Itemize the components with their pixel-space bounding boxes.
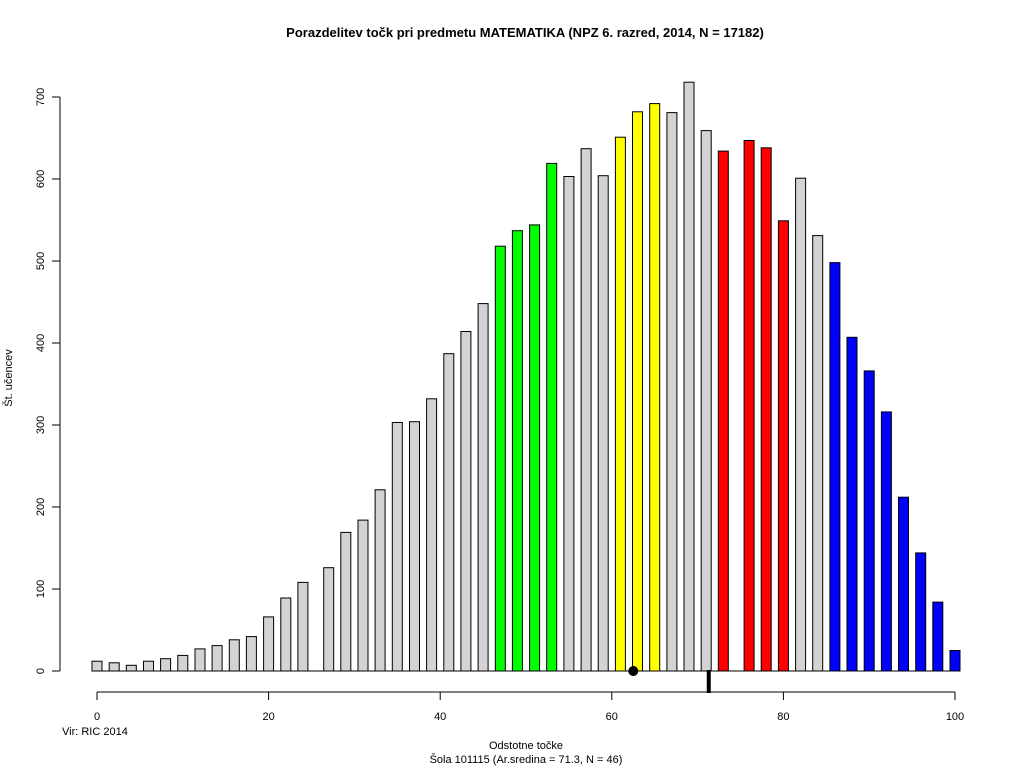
y-tick-label-0: 0 (35, 668, 47, 674)
x-tick-label-5: 100 (946, 711, 964, 723)
source-note: Vir: RIC 2014 (62, 726, 128, 738)
bar-50 (949, 650, 961, 672)
bar-29 (580, 148, 592, 672)
bar-27 (546, 162, 558, 672)
school-mean-marker (706, 670, 711, 693)
y-tick-label-3: 300 (35, 416, 47, 434)
bar-42 (812, 235, 824, 672)
bar-19 (409, 421, 420, 672)
y-tick-label-1: 100 (35, 580, 47, 598)
bar-4 (160, 658, 172, 672)
bar-15 (340, 531, 352, 672)
chart-title: Porazdelitev točk pri predmetu MATEMATIK… (286, 25, 764, 40)
bar-36 (700, 130, 712, 672)
y-tick-label-7: 700 (35, 88, 47, 106)
bar-3 (143, 660, 154, 672)
bar-26 (529, 224, 541, 672)
bar-46 (880, 411, 892, 672)
bar-0 (91, 660, 103, 672)
chart-subtitle: Šola 101115 (Ar.sredina = 71.3, N = 46) (430, 753, 623, 766)
bar-25 (511, 230, 523, 672)
bar-21 (443, 353, 455, 672)
bar-48 (915, 552, 927, 672)
bar-5 (177, 654, 189, 672)
bar-9 (245, 636, 257, 672)
x-axis-title: Odstotne točke (489, 740, 563, 752)
bar-39 (760, 147, 772, 672)
bar-28 (563, 176, 575, 672)
markers-group (628, 666, 711, 693)
bar-34 (666, 112, 678, 672)
x-tick-label-4: 80 (777, 711, 789, 723)
bar-23 (477, 303, 489, 672)
x-tick-label-2: 40 (434, 711, 446, 723)
bar-14 (323, 567, 335, 672)
bar-38 (743, 140, 755, 672)
bar-35 (683, 81, 695, 672)
x-tick-label-0: 0 (94, 711, 100, 723)
bar-33 (649, 103, 661, 672)
bar-6 (194, 648, 206, 672)
bar-16 (357, 519, 369, 672)
bar-40 (777, 220, 789, 672)
bar-37 (717, 150, 729, 672)
y-tick-label-4: 400 (35, 334, 47, 352)
bar-32 (632, 111, 643, 672)
bar-47 (898, 496, 909, 672)
national-mean-marker (628, 666, 639, 676)
bar-49 (932, 601, 944, 672)
bar-45 (863, 370, 875, 672)
y-tick-label-5: 500 (35, 252, 47, 270)
y-axis-title: Št. učencev (2, 349, 15, 407)
y-tick-label-6: 600 (35, 170, 47, 188)
bar-18 (391, 422, 403, 672)
bar-22 (460, 331, 472, 672)
x-tick-label-1: 20 (262, 711, 274, 723)
bar-41 (795, 177, 807, 672)
bar-2 (125, 664, 137, 672)
bar-1 (108, 662, 120, 672)
x-tick-label-3: 60 (606, 711, 618, 723)
bar-43 (829, 262, 841, 672)
bar-7 (211, 645, 223, 672)
bar-31 (614, 136, 626, 672)
bar-11 (280, 597, 292, 672)
bar-8 (228, 639, 240, 672)
bar-44 (846, 336, 858, 672)
bar-30 (597, 175, 609, 672)
y-axis: 0 100 200 300 400 500 600 700 (35, 88, 61, 674)
bar-12 (297, 581, 309, 672)
bar-24 (494, 245, 506, 672)
x-axis: 0 20 40 60 80 100 (94, 691, 964, 723)
bars-group (91, 81, 961, 672)
bar-17 (374, 489, 386, 672)
y-tick-label-2: 200 (35, 498, 47, 516)
bar-20 (426, 398, 438, 672)
bar-10 (263, 616, 275, 672)
